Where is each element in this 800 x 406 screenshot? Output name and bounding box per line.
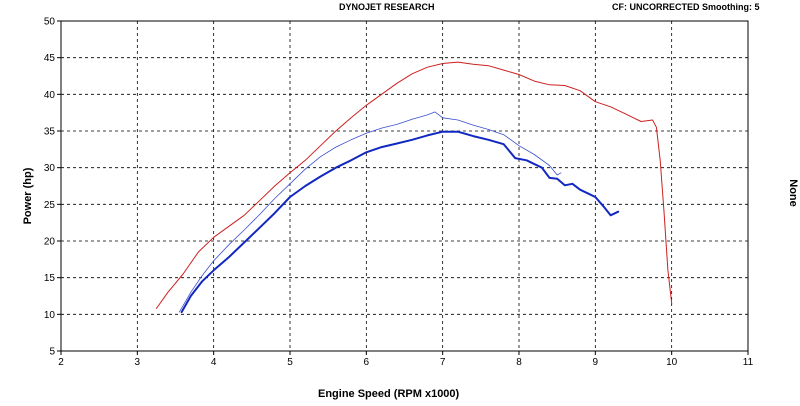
x-tick-label: 11 [743, 357, 754, 368]
y-tick-label: 25 [44, 200, 56, 211]
correction-smoothing-info: CF: UNCORRECTED Smoothing: 5 [612, 2, 760, 12]
y-tick-label: 20 [44, 237, 56, 248]
x-tick-label: 3 [135, 357, 141, 368]
x-tick-label: 8 [516, 357, 522, 368]
y-tick-label: 10 [44, 310, 56, 321]
y-axis-label: Power (hp) [22, 167, 34, 225]
x-tick-label: 5 [287, 357, 293, 368]
chart-title: DYNOJET RESEARCH [339, 2, 435, 12]
x-tick-label: 2 [58, 357, 64, 368]
right-axis-label: None [787, 179, 799, 207]
power-curve-1 [155, 61, 673, 309]
x-tick-label: 4 [211, 357, 217, 368]
y-tick-label: 15 [44, 273, 56, 284]
y-tick-label: 45 [44, 53, 56, 64]
x-tick-label: 10 [666, 357, 678, 368]
y-tick-label: 5 [49, 347, 55, 358]
x-tick-label: 6 [364, 357, 370, 368]
power-curve-3 [180, 130, 620, 314]
power-curve-2 [178, 111, 562, 313]
plot-frame [60, 20, 749, 352]
y-tick-label: 35 [44, 127, 56, 138]
y-tick-label: 30 [44, 163, 56, 174]
y-tick-label: 40 [44, 90, 56, 101]
x-axis-label: Engine Speed (RPM x1000) [318, 388, 460, 400]
x-tick-label: 9 [593, 357, 599, 368]
y-tick-label: 50 [44, 17, 56, 28]
x-tick-label: 7 [440, 357, 446, 368]
